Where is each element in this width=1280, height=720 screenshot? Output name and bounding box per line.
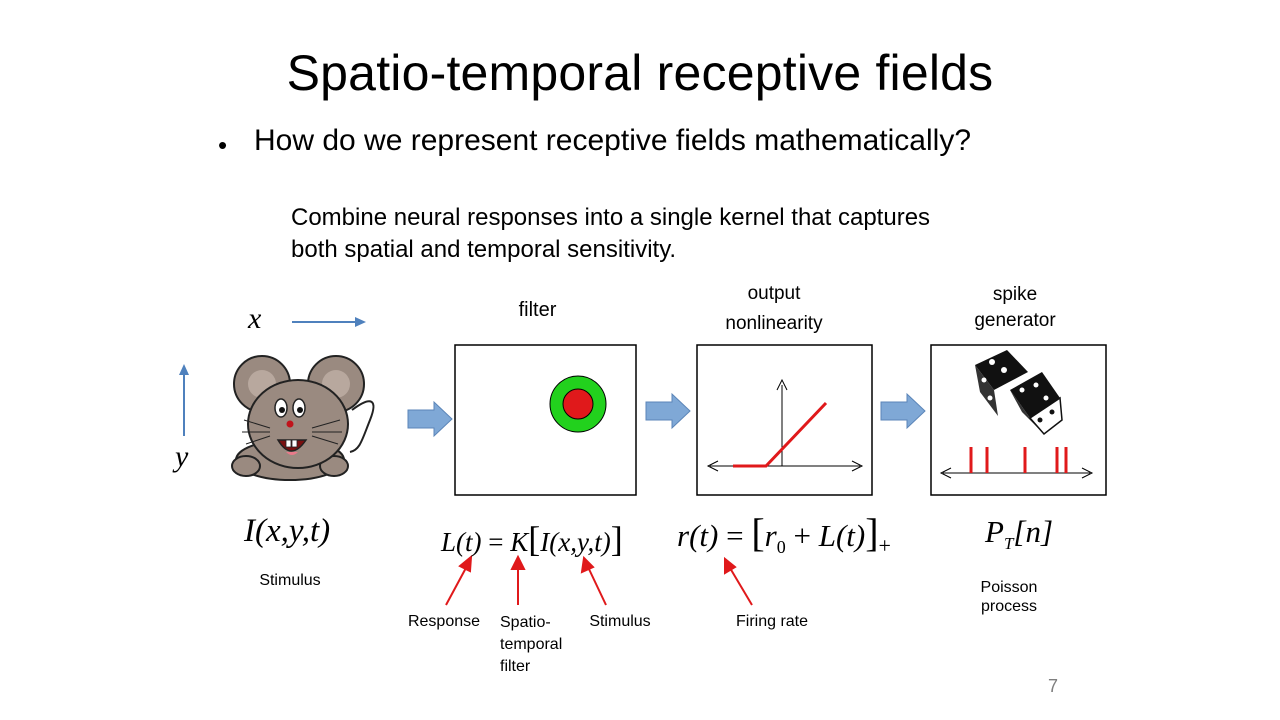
- output-label-line-2: nonlinearity: [725, 313, 823, 334]
- block-arrow-2: [645, 392, 691, 430]
- stimulus-equation: I(x,y,t): [244, 513, 331, 549]
- rate-eq-open-bracket: [: [751, 510, 765, 555]
- poisson-line-1: Poisson: [980, 579, 1038, 596]
- rate-eq-plus: +: [793, 518, 811, 553]
- poisson-equation: PT[n]: [985, 514, 1053, 554]
- filter-eq-open-bracket: [: [528, 519, 541, 559]
- filter-eq-close-bracket: ]: [610, 519, 623, 559]
- filter-eq-equals: =: [488, 527, 504, 557]
- output-nonlinearity-label: output nonlinearity: [706, 279, 842, 339]
- bullet-text: How do we represent receptive fields mat…: [254, 124, 971, 157]
- mouse-illustration: [231, 355, 375, 481]
- slide-title: Spatio-temporal receptive fields: [286, 45, 994, 101]
- nonlinearity-box: [696, 344, 873, 496]
- page-number: 7: [1048, 676, 1059, 696]
- rate-eq-close-bracket: ]: [865, 510, 879, 555]
- poisson-line-2: process: [980, 598, 1038, 615]
- axis-y-label: y: [175, 440, 189, 473]
- spatio-line-3: filter: [500, 658, 531, 675]
- poisson-process-annotation: Poisson process: [970, 578, 1048, 616]
- rate-eq-r: r: [764, 518, 777, 553]
- filter-eq-lhs: L(t): [441, 527, 482, 557]
- stimulus-annotation: Stimulus: [259, 572, 321, 589]
- response-annotation: Response: [407, 613, 481, 630]
- dice-icon: [975, 350, 1063, 436]
- axis-x-label: x: [248, 302, 262, 335]
- block-arrow-3: [880, 392, 926, 430]
- y-axis-arrow: [179, 364, 189, 436]
- block-arrow-1: [407, 400, 453, 438]
- filter-box: [454, 344, 637, 496]
- poisson-eq-p: P: [985, 514, 1004, 549]
- spike-generator-box: [930, 344, 1107, 496]
- filter-label: filter: [518, 299, 557, 321]
- rate-eq-subplus: +: [878, 533, 891, 559]
- x-axis-arrow: [292, 317, 366, 327]
- spike-generator-label: spike generator: [950, 282, 1080, 334]
- filter-eq-argument: I(x,y,t): [540, 527, 611, 557]
- output-label-line-1: output: [747, 283, 801, 304]
- stimulus-annotation-2: Stimulus: [589, 613, 651, 630]
- description-line-2: both spatial and temporal sensitivity.: [291, 236, 677, 263]
- filter-equation: L(t) = K[I(x,y,t)]: [441, 518, 623, 560]
- spatiotemporal-filter-annotation: Spatio- temporal filter: [500, 612, 580, 678]
- bullet-marker: •: [218, 130, 228, 160]
- rate-eq-lhs: r(t): [677, 518, 719, 553]
- rate-equation: r(t) = [r0 + L(t)]+: [677, 509, 891, 559]
- spike-label-line-1: spike: [992, 284, 1038, 305]
- filter-eq-kernel: K: [510, 527, 529, 557]
- spatio-line-1: Spatio-: [500, 614, 551, 631]
- annotation-arrows: [445, 554, 753, 606]
- spike-train: [969, 447, 1068, 473]
- firing-rate-annotation: Firing rate: [735, 613, 809, 630]
- rate-eq-equals: =: [726, 518, 744, 553]
- rate-eq-sub0: 0: [776, 537, 786, 558]
- description-line-1: Combine neural responses into a single k…: [291, 204, 931, 231]
- description-text: Combine neural responses into a single k…: [291, 202, 930, 266]
- poisson-eq-n: [n]: [1013, 514, 1054, 549]
- rate-eq-l: L(t): [818, 518, 866, 553]
- spike-label-line-2: generator: [974, 310, 1056, 331]
- poisson-eq-sub: T: [1003, 534, 1014, 554]
- spatio-line-2: temporal: [500, 636, 563, 653]
